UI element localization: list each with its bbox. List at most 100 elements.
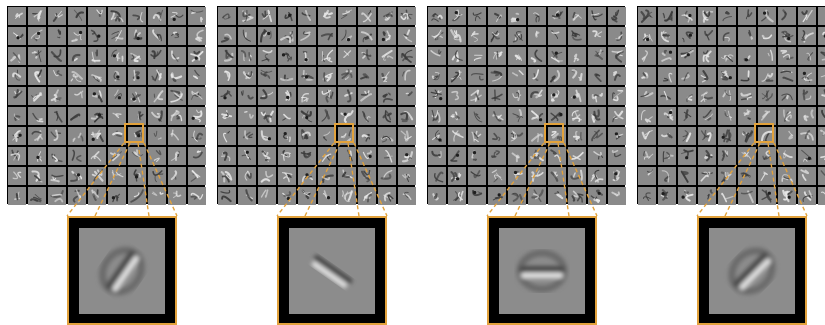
filter-tile <box>778 27 796 45</box>
filter-tile <box>338 107 356 125</box>
filter-tile <box>698 47 716 65</box>
zoomed-filter <box>487 216 597 325</box>
filter-tile <box>608 7 626 25</box>
filter-tile <box>88 7 106 25</box>
filter-tile <box>188 147 206 165</box>
filter-tile <box>508 47 526 65</box>
filter-tile <box>258 187 276 205</box>
filter-tile <box>258 127 276 145</box>
filter-tile <box>8 87 26 105</box>
filter-tile <box>778 47 796 65</box>
filter-tile <box>128 167 146 185</box>
filter-tile <box>188 167 206 185</box>
filter-tile <box>88 87 106 105</box>
filter-tile <box>218 127 236 145</box>
filter-tile <box>468 87 486 105</box>
filter-tile <box>68 67 86 85</box>
filter-tile <box>758 187 776 205</box>
filter-tile <box>358 67 376 85</box>
filter-tile <box>678 107 696 125</box>
filter-tile <box>568 87 586 105</box>
filter-tile <box>258 47 276 65</box>
filter-tile <box>588 127 606 145</box>
filter-tile <box>738 7 756 25</box>
filter-tile <box>28 47 46 65</box>
filter-tile <box>758 47 776 65</box>
filter-tile <box>508 107 526 125</box>
filter-tile <box>758 87 776 105</box>
filter-tile <box>168 87 186 105</box>
filter-tile <box>318 107 336 125</box>
filter-tile <box>658 7 676 25</box>
filter-tile <box>378 87 396 105</box>
filter-tile <box>818 147 825 165</box>
filter-tile <box>488 7 506 25</box>
filter-tile <box>608 127 626 145</box>
filter-tile <box>338 27 356 45</box>
filter-tile <box>588 47 606 65</box>
filter-tile <box>338 47 356 65</box>
filter-tile <box>68 187 86 205</box>
filter-tile <box>358 27 376 45</box>
filter-tile <box>528 127 546 145</box>
filter-tile <box>68 127 86 145</box>
filter-tile <box>318 87 336 105</box>
filter-tile <box>8 7 26 25</box>
filter-tile <box>358 107 376 125</box>
filter-tile <box>48 7 66 25</box>
filter-tile <box>568 27 586 45</box>
filter-tile <box>468 147 486 165</box>
filter-tile <box>238 67 256 85</box>
filter-tile <box>298 47 316 65</box>
filter-panel-2 <box>210 0 420 325</box>
filter-tile <box>298 87 316 105</box>
filter-tile <box>278 147 296 165</box>
filter-tile <box>108 187 126 205</box>
zoomed-filter <box>67 216 177 325</box>
filter-tile <box>428 47 446 65</box>
filter-tile <box>448 107 466 125</box>
filter-tile <box>488 67 506 85</box>
filter-tile <box>448 187 466 205</box>
filter-tile <box>778 107 796 125</box>
zoomed-filter-image <box>289 228 375 314</box>
filter-tile <box>358 87 376 105</box>
filter-tile <box>398 47 416 65</box>
filter-tile <box>488 107 506 125</box>
filter-tile <box>718 147 736 165</box>
filter-tile <box>238 127 256 145</box>
filter-tile <box>358 47 376 65</box>
filter-tile <box>8 187 26 205</box>
filter-tile <box>718 187 736 205</box>
filter-tile <box>48 47 66 65</box>
filter-tile <box>128 107 146 125</box>
filter-tile <box>448 127 466 145</box>
filter-tile <box>588 147 606 165</box>
filter-tile <box>88 67 106 85</box>
filter-tile <box>258 67 276 85</box>
filter-tile <box>318 127 336 145</box>
filter-tile <box>678 167 696 185</box>
filter-tile <box>88 127 106 145</box>
filter-tile <box>318 7 336 25</box>
filter-tile <box>28 7 46 25</box>
filter-tile <box>818 87 825 105</box>
filter-tile <box>738 127 756 145</box>
filter-tile <box>448 67 466 85</box>
filter-tile <box>68 7 86 25</box>
highlight-box <box>334 123 354 143</box>
filter-tile <box>718 47 736 65</box>
filter-tile <box>258 107 276 125</box>
filter-tile <box>278 87 296 105</box>
filter-tile <box>238 27 256 45</box>
filter-tile <box>148 67 166 85</box>
filter-tile <box>108 27 126 45</box>
filter-tile <box>718 87 736 105</box>
filter-tile <box>398 7 416 25</box>
filter-tile <box>508 67 526 85</box>
filter-tile <box>798 107 816 125</box>
filter-tile <box>128 7 146 25</box>
filter-tile <box>428 167 446 185</box>
filter-tile <box>608 107 626 125</box>
